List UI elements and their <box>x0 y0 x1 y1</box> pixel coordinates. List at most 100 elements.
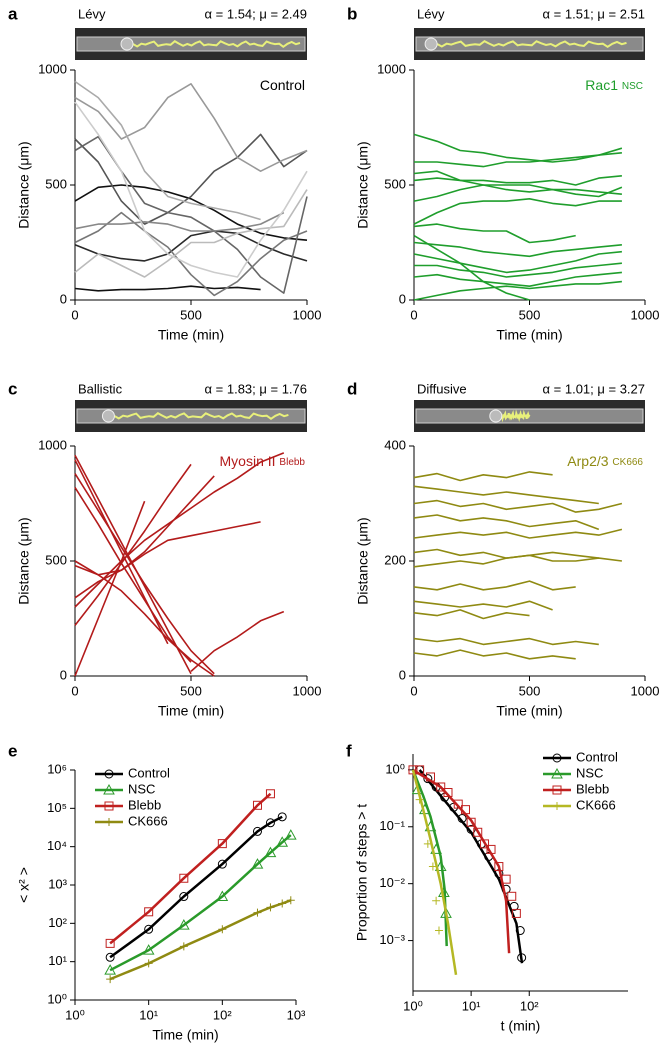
trajectory <box>190 610 285 672</box>
legend-label: Control <box>576 749 618 764</box>
trajectory <box>414 262 622 278</box>
legend-label: NSC <box>576 765 603 780</box>
x-axis-label: Time (min) <box>152 1027 218 1043</box>
trajectory <box>414 147 623 168</box>
annotation-main: Arp2/3 <box>567 453 608 469</box>
trajectory <box>413 554 622 568</box>
trajectory <box>109 834 292 972</box>
legend-label: Blebb <box>576 781 609 796</box>
panel-header: Lévy <box>78 6 106 21</box>
x-tick-label: 10² <box>213 1007 232 1022</box>
trajectory <box>74 135 308 294</box>
trajectory <box>413 175 622 186</box>
marker <box>511 908 521 918</box>
y-tick-label: 10⁻¹ <box>379 818 405 833</box>
trajectory <box>413 548 599 559</box>
x-tick-label: 500 <box>180 683 202 698</box>
marker <box>480 839 490 849</box>
y-tick-label: 0 <box>399 291 406 306</box>
y-tick-label: 0 <box>60 667 67 682</box>
annotation: Myosin II Blebb <box>220 453 306 469</box>
x-tick-label: 10³ <box>287 1007 306 1022</box>
marker <box>179 873 189 883</box>
marker <box>252 826 262 836</box>
x-tick-label: 500 <box>519 307 541 322</box>
marker <box>434 926 443 935</box>
marker <box>217 839 227 849</box>
y-axis-label: Distance (μm) <box>16 517 32 604</box>
marker <box>142 944 155 955</box>
trajectory <box>109 899 292 981</box>
trajectory <box>74 285 261 292</box>
y-tick-label: 10⁰ <box>385 761 405 776</box>
legend-marker <box>552 785 562 795</box>
marker <box>473 827 483 837</box>
x-tick-label: 1000 <box>631 683 660 698</box>
marker <box>266 903 275 912</box>
legend-label: NSC <box>128 781 155 796</box>
marker <box>265 818 275 828</box>
y-tick-label: 400 <box>384 437 406 452</box>
annotation-main: Myosin II <box>220 453 276 469</box>
annotation-main: Rac1 <box>585 77 618 93</box>
cell-track <box>113 411 289 421</box>
trajectory <box>109 792 272 945</box>
y-axis-label: Proportion of steps > t <box>354 804 370 941</box>
y-tick-label: 500 <box>45 176 67 191</box>
marker <box>286 896 295 905</box>
marker <box>434 860 447 872</box>
trajectory <box>413 133 622 163</box>
trajectory <box>74 101 308 278</box>
trajectory <box>74 500 146 677</box>
x-tick-label: 0 <box>410 307 417 322</box>
marker <box>104 964 116 975</box>
panel-letter: d <box>347 379 357 398</box>
trajectory <box>413 485 599 505</box>
x-axis-label: t (min) <box>501 1018 541 1034</box>
y-tick-label: 10³ <box>48 876 67 891</box>
y-tick-label: 10⁻² <box>379 875 405 890</box>
y-tick-label: 200 <box>384 552 406 567</box>
trajectory <box>413 170 622 195</box>
marker <box>144 959 153 968</box>
marker <box>507 891 517 901</box>
trajectory <box>413 223 576 244</box>
x-tick-label: 10¹ <box>462 998 481 1013</box>
marker <box>284 829 297 840</box>
marker <box>179 942 188 951</box>
marker <box>264 846 277 858</box>
marker <box>277 812 287 822</box>
y-tick-label: 10⁰ <box>47 991 67 1006</box>
x-axis-label: Time (min) <box>496 703 562 719</box>
panel-header: Ballistic <box>78 381 123 396</box>
marker <box>253 908 262 917</box>
x-tick-label: 0 <box>71 683 78 698</box>
panel-stats: α = 1.51; μ = 2.51 <box>543 6 645 21</box>
trajectory <box>413 280 622 301</box>
trajectory <box>74 211 285 232</box>
trajectory <box>74 560 215 677</box>
y-tick-label: 1000 <box>38 437 67 452</box>
y-tick-label: 500 <box>45 552 67 567</box>
x-axis-label: Time (min) <box>158 703 224 719</box>
trajectory <box>413 499 623 513</box>
panel-letter: f <box>346 741 352 760</box>
trajectory <box>413 198 622 225</box>
legend-label: Control <box>128 765 170 780</box>
trajectory <box>413 471 553 482</box>
annotation: Rac1 NSC <box>585 77 643 93</box>
trajectory <box>413 241 622 258</box>
channel <box>76 36 306 52</box>
marker <box>432 896 441 905</box>
y-tick-label: 0 <box>60 291 67 306</box>
x-tick-label: 1000 <box>631 307 660 322</box>
legend-marker <box>552 753 562 763</box>
marker <box>466 817 476 827</box>
x-tick-label: 0 <box>71 307 78 322</box>
x-axis-label: Time (min) <box>158 327 224 343</box>
y-tick-label: 1000 <box>38 61 67 76</box>
y-tick-label: 10⁴ <box>47 838 67 853</box>
marker <box>453 799 463 809</box>
marker <box>252 800 262 810</box>
panel-letter: c <box>8 379 17 398</box>
